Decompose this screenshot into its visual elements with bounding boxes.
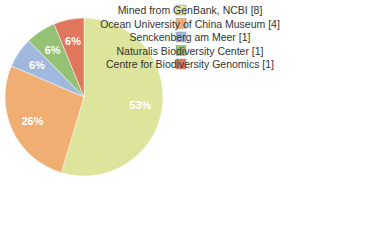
svg-text:6%: 6% <box>45 44 61 56</box>
svg-text:26%: 26% <box>21 115 43 127</box>
svg-text:Mined from GenBank, NCBI [8]: Mined from GenBank, NCBI [8] <box>118 4 263 16</box>
svg-text:Senckenberg am Meer [1]: Senckenberg am Meer [1] <box>130 31 251 43</box>
svg-text:Centre for Biodiversity Genomi: Centre for Biodiversity Genomics [1] <box>106 58 274 70</box>
svg-text:Naturalis Biodiversity Center: Naturalis Biodiversity Center [1] <box>116 45 263 57</box>
svg-text:53%: 53% <box>129 99 151 111</box>
svg-text:Ocean University of China Muse: Ocean University of China Museum [4] <box>100 18 280 30</box>
svg-text:6%: 6% <box>65 35 81 47</box>
svg-text:6%: 6% <box>29 59 45 71</box>
